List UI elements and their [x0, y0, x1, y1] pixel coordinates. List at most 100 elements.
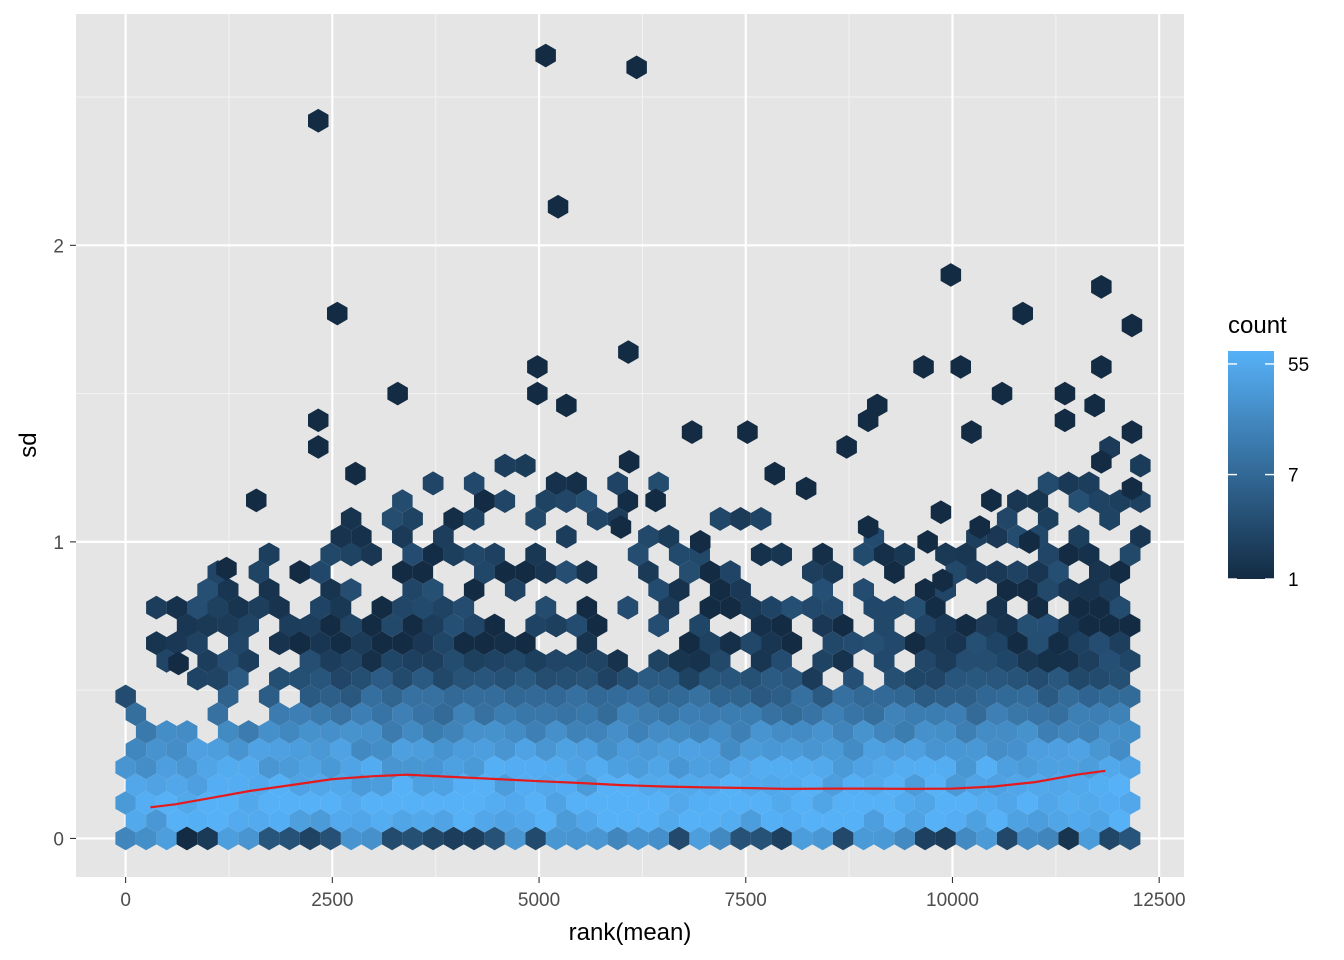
- hexbin-cell: [935, 755, 956, 780]
- hexbin-cell: [679, 631, 700, 655]
- y-tick-label: 1: [53, 533, 64, 554]
- hexbin-cell: [586, 791, 608, 815]
- hexbin-cell: [535, 773, 557, 797]
- hexbin-cell: [740, 773, 762, 797]
- hexbin-cell: [392, 737, 413, 762]
- hexbin-cell: [320, 613, 341, 638]
- hexbin-cell: [690, 530, 711, 554]
- hexbin-cell: [617, 737, 639, 762]
- hexbin-cell: [176, 826, 198, 851]
- hexbin-cell: [381, 720, 403, 744]
- hexbin-cell: [904, 773, 926, 797]
- hexbin-cell: [422, 542, 444, 567]
- hexbin-cell: [576, 631, 598, 655]
- hexbin-cell: [279, 826, 300, 851]
- hexbin-cell: [709, 507, 731, 531]
- hexbin-cell: [761, 666, 782, 691]
- hexbin-cell: [310, 808, 331, 833]
- hexbin-cell: [966, 773, 987, 797]
- hexbin-cell: [791, 720, 813, 744]
- hexbin-cell: [730, 684, 751, 709]
- hexbin-cell: [699, 773, 721, 797]
- hexbin-cell: [950, 355, 971, 379]
- hexbin-cell: [976, 755, 997, 780]
- hexbin-cell: [115, 791, 136, 815]
- hexbin-cell: [187, 773, 208, 797]
- hexbin-cell: [935, 826, 956, 851]
- hexbin-cell: [422, 613, 444, 638]
- hexbin-cell: [1027, 773, 1049, 797]
- hexbin-cell: [586, 613, 608, 638]
- hexbin-cell: [955, 791, 977, 815]
- smooth-line: [150, 769, 1106, 809]
- hexbin-cell: [1089, 560, 1110, 584]
- hexbin-cell: [1058, 613, 1079, 638]
- hexbin-cell: [371, 702, 393, 726]
- hexbin-cell: [1037, 542, 1059, 567]
- hexbin-cell: [422, 649, 444, 673]
- hexbin-cell: [217, 578, 239, 602]
- hexbin-cell: [1058, 649, 1079, 673]
- hexbin-cell: [504, 684, 526, 709]
- hexbin-cell: [1109, 666, 1131, 691]
- hexbin-cell: [617, 808, 639, 833]
- hexbin-cell: [894, 720, 915, 744]
- hexbin-cell: [1089, 773, 1110, 797]
- legend-break-label: 7: [1288, 466, 1299, 487]
- hexbin-cell: [935, 649, 956, 673]
- hexbin-cell: [930, 500, 952, 525]
- hexbin-cell: [392, 489, 413, 513]
- hexbin-cell: [730, 755, 751, 780]
- hexbin-cell: [996, 684, 1018, 709]
- hexbin-cell: [176, 720, 198, 744]
- hexbin-cell: [166, 808, 188, 833]
- hexbin-cell: [648, 755, 669, 780]
- hexbin-cell: [392, 773, 413, 797]
- hexbin-cell: [453, 595, 475, 620]
- hexbin-cell: [645, 488, 666, 513]
- hexbin-cell: [709, 578, 731, 602]
- hexbin-cell: [289, 808, 311, 833]
- hexbin-cell: [525, 826, 546, 851]
- hexbin-cell: [955, 684, 977, 709]
- hexbin-cell: [443, 755, 464, 780]
- hexbin-cell: [1089, 737, 1110, 762]
- hexbin-cell: [443, 613, 464, 638]
- hexbin-cell: [996, 826, 1018, 851]
- hexbin-cell: [1027, 808, 1049, 833]
- hexbin-cell: [576, 702, 598, 726]
- hexbin-cell: [764, 461, 785, 486]
- hexbin-cell: [709, 649, 731, 673]
- hexbin-cell: [986, 595, 1008, 620]
- hexbin-cell: [463, 720, 485, 744]
- hexbin-cell: [197, 613, 218, 638]
- hexbin-cell: [556, 489, 577, 513]
- hexbin-cell: [1037, 578, 1059, 602]
- hexbin-cell: [443, 507, 464, 531]
- hexbin-cell: [955, 720, 977, 744]
- hexbin-cell: [320, 720, 341, 744]
- hexbin-cell: [904, 631, 926, 655]
- hexbin-cell: [1078, 471, 1100, 496]
- hexbin-cell: [914, 684, 936, 709]
- hexbin-cell: [463, 684, 485, 709]
- hexbin-cell: [207, 737, 229, 762]
- hexbin-cell: [402, 791, 423, 815]
- hexbin-cell: [1068, 595, 1090, 620]
- hexbin-cell: [474, 560, 495, 584]
- hexbin-cell: [525, 684, 546, 709]
- hexbin-cell: [535, 666, 557, 691]
- hexbin-cell: [402, 613, 423, 638]
- hexbin-cell: [781, 737, 803, 762]
- hexbin-cell: [453, 702, 475, 726]
- hexbin-cell: [802, 808, 823, 833]
- hexbin-cell: [955, 755, 977, 780]
- hexbin-cell: [668, 720, 690, 744]
- hexbin-cell: [996, 649, 1018, 673]
- hexbin-cell: [474, 489, 495, 513]
- hexbin-cell: [217, 755, 239, 780]
- hexbin-cell: [566, 791, 587, 815]
- hexbin-cell: [802, 666, 823, 691]
- hexbin-cell: [1099, 613, 1120, 638]
- hexbin-cell: [648, 578, 669, 602]
